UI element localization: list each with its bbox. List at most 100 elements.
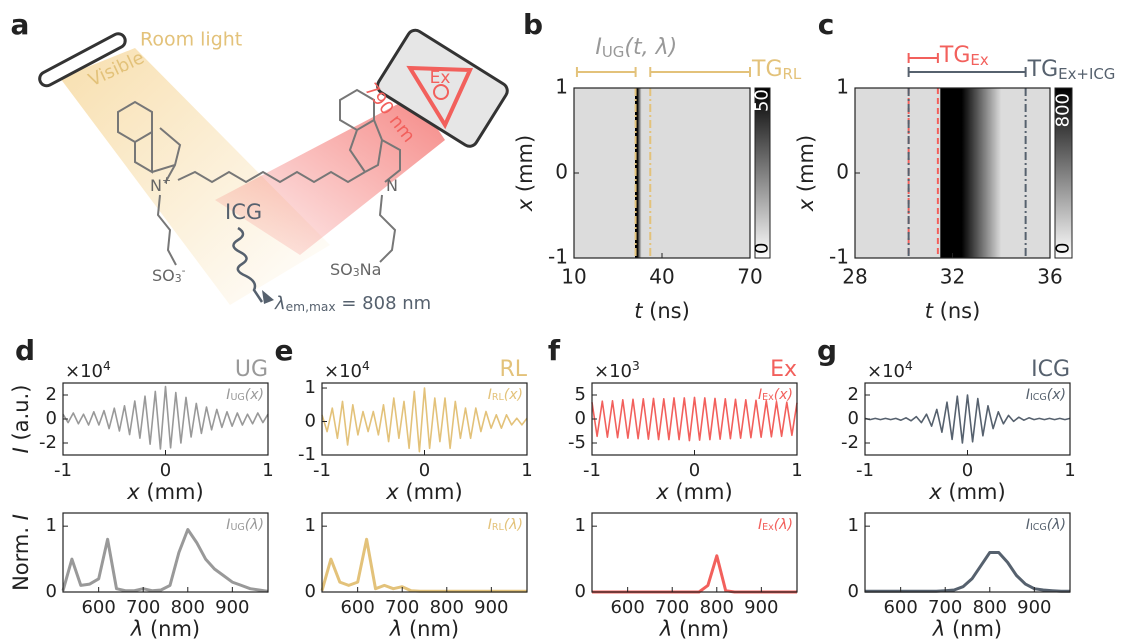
panel-title: Ex xyxy=(770,357,797,382)
legend-label-part: (λ) xyxy=(1047,517,1066,533)
legend-label-part: RL xyxy=(492,522,505,533)
x-tick-label: 600 xyxy=(81,597,115,618)
y-tick-label: 0 xyxy=(305,581,316,602)
y-axis-label-part: I xyxy=(9,514,33,520)
x-tick-label: 800 xyxy=(973,597,1007,618)
axis-multiplier-part: 3 xyxy=(632,359,640,373)
x-axis-label-part: λ xyxy=(130,617,143,640)
data-line xyxy=(592,397,797,440)
x-tick-label: 36 xyxy=(1037,265,1062,289)
laser-label: Ex xyxy=(430,68,451,88)
gate-label-part: Ex+ICG xyxy=(1058,65,1115,83)
legend-label-part: Ex xyxy=(762,522,774,533)
y-tick-label: -5 xyxy=(568,432,586,453)
legend-label-part: (λ) xyxy=(245,517,264,533)
x-tick-label: 900 xyxy=(744,597,778,618)
emission-label-part: em,max xyxy=(286,300,336,314)
gate-label: IUG(t, λ) xyxy=(595,35,677,61)
legend-label-part: RL xyxy=(492,392,505,403)
x-axis-label-part: (ns) xyxy=(642,299,689,323)
legend-label-part: (x) xyxy=(774,387,793,403)
x-tick-label: 700 xyxy=(655,597,689,618)
legend-label: IEx(x) xyxy=(758,387,793,403)
y-axis-label-part: x xyxy=(513,198,537,212)
x-axis-label: t (ns) xyxy=(925,299,981,323)
axis-multiplier-part: 4 xyxy=(103,359,111,373)
page: {"diagram": {"label": "a", "room_light":… xyxy=(0,0,1121,640)
axis-multiplier: ×103 xyxy=(594,359,640,382)
y-tick-label: 0 xyxy=(305,411,316,432)
y-tick-label: 0 xyxy=(46,581,57,602)
y-axis-label: I (a.u.) xyxy=(9,385,33,454)
x-tick-label: 600 xyxy=(610,597,644,618)
y-tick-label: 1 xyxy=(555,75,568,99)
axis-multiplier-part: 4 xyxy=(905,359,913,373)
x-tick-label: 1 xyxy=(262,460,273,481)
legend-label-part: (λ) xyxy=(504,517,523,533)
legend-label-part: (x) xyxy=(504,387,523,403)
x-axis-label-part: (nm) xyxy=(945,617,1002,640)
y-tick-label: -2 xyxy=(39,432,57,453)
panel-label: b xyxy=(523,8,543,41)
x-tick-label: 1 xyxy=(1064,460,1075,481)
x-axis-label-part: (mm) xyxy=(140,480,204,504)
legend-label-part: UG xyxy=(230,522,244,533)
panel-label: f xyxy=(548,334,561,367)
gate-label: TGEx+ICG xyxy=(1027,57,1116,83)
x-tick-label: 900 xyxy=(1017,597,1051,618)
x-axis-label: λ (nm) xyxy=(659,617,729,640)
x-tick-label: 600 xyxy=(340,597,374,618)
x-tick-label: -1 xyxy=(856,460,874,481)
gate-label-part: TG xyxy=(1027,57,1059,82)
x-axis-label: λ (nm) xyxy=(932,617,1002,640)
gate-label-part: UG xyxy=(602,43,625,61)
atom-label-part: N xyxy=(150,176,162,195)
y-tick-label: 1 xyxy=(836,75,849,99)
legend-label: IRL(x) xyxy=(488,387,523,403)
x-tick-label: 800 xyxy=(171,597,205,618)
legend-label: IUG(x) xyxy=(226,387,264,403)
gate-label-part: TG xyxy=(751,57,783,82)
y-tick-label: 0 xyxy=(848,408,859,429)
figure: a Room light Visible Ex 790 nm ICG N+NSO… xyxy=(0,0,1121,640)
y-tick-label: 0 xyxy=(575,408,586,429)
colorbar-tick-label: 50 xyxy=(752,89,773,112)
y-tick-label: 0 xyxy=(555,160,568,184)
x-axis-label: λ (nm) xyxy=(389,617,459,640)
legend-label: IRL(λ) xyxy=(488,517,523,533)
y-tick-label: -1 xyxy=(829,245,849,269)
atom-label-part: N xyxy=(386,176,398,195)
y-tick-label: 5 xyxy=(575,384,586,405)
x-tick-label: 40 xyxy=(649,265,674,289)
x-axis-label-part: (nm) xyxy=(143,617,200,640)
data-line xyxy=(322,539,527,591)
legend-label: IUG(λ) xyxy=(226,517,264,533)
legend-label-part: Ex xyxy=(762,392,774,403)
gate-label-part: Ex xyxy=(970,51,988,69)
emission-arrow xyxy=(262,290,274,304)
x-tick-label: -1 xyxy=(54,460,72,481)
y-tick-label: -1 xyxy=(548,245,568,269)
gate-label-part: (t, λ) xyxy=(624,35,677,60)
panel-title: ICG xyxy=(1031,357,1070,382)
y-axis-label: Norm. I xyxy=(9,514,33,591)
axis-multiplier-part: ×10 xyxy=(324,361,362,382)
legend-label-part: (x) xyxy=(245,387,264,403)
legend-label: IICG(λ) xyxy=(1026,517,1066,533)
y-axis-label-part: Norm. xyxy=(9,520,33,591)
x-axis-label-part: (nm) xyxy=(672,617,729,640)
x-axis-label: x (mm) xyxy=(126,480,203,504)
x-axis-label: x (mm) xyxy=(655,480,732,504)
colorbar-tick-label: 0 xyxy=(1053,243,1074,254)
y-axis-label: x (mm) xyxy=(794,135,818,212)
y-tick-label: 0 xyxy=(836,160,849,184)
legend-label-part: (λ) xyxy=(774,517,793,533)
group-label: SO3Na xyxy=(330,260,381,280)
x-tick-label: 900 xyxy=(215,597,249,618)
y-axis-label-part: (mm) xyxy=(794,135,818,199)
group-label: SO3- xyxy=(152,264,186,285)
x-tick-label: 0 xyxy=(962,460,973,481)
x-tick-label: 70 xyxy=(737,265,762,289)
emission-label: λem,max = 808 nm xyxy=(274,293,431,314)
atom-label: N xyxy=(386,176,398,195)
